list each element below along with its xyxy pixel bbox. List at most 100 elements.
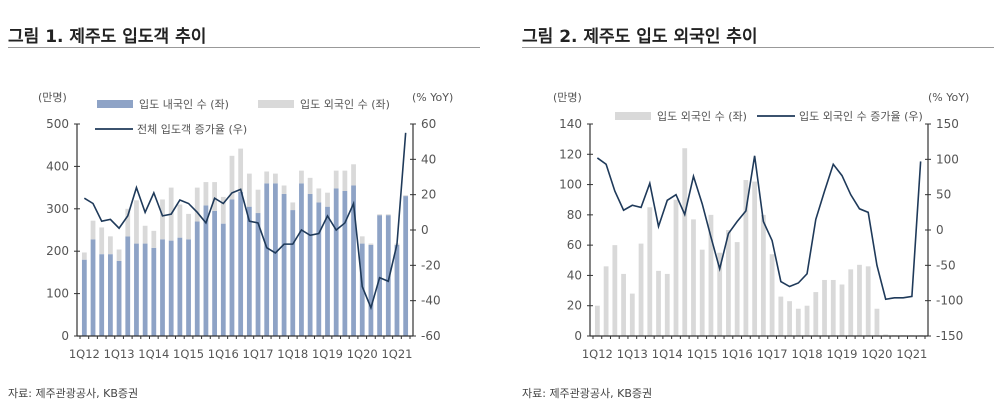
chart2-bar-foreign-3Q17 (787, 301, 792, 336)
chart2-bar-foreign-2Q17 (778, 296, 784, 336)
chart1-bar-domestic-3Q16 (238, 191, 244, 336)
chart1-bar-foreign-1Q14 (151, 230, 157, 248)
chart1-bar-domestic-1Q20 (359, 243, 365, 336)
chart2-x-tick-label: 1Q14 (652, 347, 683, 361)
chart1-bar-foreign-2Q20 (368, 243, 374, 245)
chart1-bar-foreign-2Q13 (125, 208, 131, 237)
chart1-bar-foreign-2Q21 (403, 195, 409, 197)
chart1-bar-foreign-4Q17 (281, 185, 287, 194)
chart1-bar-foreign-3Q12 (99, 227, 105, 255)
chart1-bar-foreign-3Q15 (203, 182, 209, 206)
chart1-bar-foreign-2Q14 (160, 199, 165, 240)
chart1-x-tick-label: 1Q20 (347, 347, 378, 361)
chart1-bar-domestic-1Q21 (394, 244, 400, 336)
chart1-bar-foreign-2Q16 (229, 155, 235, 200)
chart2-bar-foreign-2Q12 (603, 266, 609, 336)
chart1-bar-domestic-3Q17 (273, 183, 278, 336)
chart1-bar-domestic-4Q14 (177, 237, 183, 336)
chart2-right-tick-label: 100 (936, 152, 959, 166)
chart1-left-tick-label: 100 (46, 287, 69, 301)
chart1-divider (8, 47, 480, 48)
chart2-left-tick-label: 120 (559, 147, 582, 161)
chart1-bar-foreign-4Q18 (316, 188, 322, 203)
chart1-bar-domestic-1Q19 (325, 206, 330, 336)
chart2-right-unit: (% YoY) (928, 91, 969, 104)
chart1-bar-domestic-1Q15 (186, 239, 191, 336)
chart1-bar-foreign-4Q12 (108, 236, 113, 255)
chart2-bar-foreign-4Q16 (760, 214, 766, 336)
chart2-left-tick-label: 0 (574, 329, 582, 343)
chart1-bar-domestic-2Q13 (125, 236, 131, 336)
chart2-bar-foreign-2Q15 (708, 214, 714, 336)
chart1-bar-foreign-2Q12 (90, 220, 96, 240)
chart2-bar-foreign-4Q14 (691, 219, 696, 336)
chart2-x-tick-label: 1Q18 (792, 347, 823, 361)
chart1-bar-foreign-1Q12 (81, 252, 87, 260)
chart1-left-tick-label: 200 (46, 244, 69, 258)
chart2-right-tick-label: -100 (936, 294, 963, 308)
chart1-legend-swatch (97, 100, 133, 108)
chart2-bar-foreign-3Q12 (612, 245, 618, 336)
chart1-right-tick-label: -40 (421, 294, 441, 308)
chart2-bar-foreign-1Q18 (804, 305, 810, 336)
chart1-bar-foreign-2Q17 (264, 171, 270, 184)
chart1-x-tick-label: 1Q14 (138, 347, 169, 361)
chart1-bar-foreign-1Q17 (255, 189, 261, 214)
chart2-x-tick-label: 1Q21 (896, 347, 927, 361)
chart1-x-tick-label: 1Q18 (277, 347, 308, 361)
chart2-bar-foreign-1Q15 (699, 249, 705, 336)
chart1-bar-foreign-3Q16 (238, 148, 244, 192)
chart1-bar-foreign-3Q17 (273, 173, 278, 184)
chart1-bar-domestic-2Q15 (194, 221, 200, 336)
chart2-bar-foreign-2Q19 (848, 269, 854, 336)
chart2-bar-foreign-4Q15 (726, 230, 731, 336)
chart1-bar-domestic-2Q17 (264, 183, 270, 336)
chart2-bar-foreign-3Q16 (752, 181, 758, 336)
chart1-bar-domestic-4Q19 (351, 185, 356, 336)
chart2-left-tick-label: 60 (567, 238, 582, 252)
chart1-bar-domestic-1Q14 (151, 247, 157, 336)
chart1-bar-foreign-4Q13 (142, 225, 148, 244)
chart1-left-tick-label: 400 (46, 159, 69, 173)
chart1-x-tick-label: 1Q19 (312, 347, 343, 361)
chart2-left-tick-label: 100 (559, 178, 582, 192)
chart1-bar-foreign-4Q20 (385, 214, 391, 216)
chart2-right-tick-label: -50 (936, 258, 956, 272)
chart1-bar-domestic-1Q17 (255, 213, 261, 336)
chart1-bar-foreign-3Q20 (377, 214, 382, 216)
chart2-left-tick-label: 140 (559, 117, 582, 131)
chart1-right-tick-label: -60 (421, 329, 441, 343)
chart1-bar-foreign-2Q15 (194, 187, 200, 222)
chart1-bar-domestic-2Q12 (90, 239, 96, 336)
chart2-x-tick-label: 1Q20 (861, 347, 892, 361)
chart1-bar-domestic-4Q15 (212, 210, 217, 336)
chart1-x-tick-label: 1Q12 (69, 347, 100, 361)
chart2-source: 자료: 제주관광공사, KB증권 (522, 387, 653, 400)
chart2-bar-foreign-1Q12 (594, 305, 600, 336)
chart1-bar-domestic-1Q12 (81, 259, 87, 336)
chart2-x-tick-label: 1Q13 (617, 347, 648, 361)
chart1-bar-domestic-4Q13 (142, 243, 148, 336)
chart2-x-tick-label: 1Q17 (757, 347, 788, 361)
chart1-bar-domestic-4Q20 (385, 215, 391, 336)
chart2-bar-foreign-2Q18 (813, 292, 819, 336)
chart2-right-tick-label: 0 (936, 223, 944, 237)
chart1-bar-foreign-4Q15 (212, 182, 217, 211)
chart2-title: 그림 2. 제주도 입도 외국인 추이 (522, 27, 758, 47)
chart2-bar-foreign-1Q16 (734, 242, 740, 336)
chart2-bar-foreign-4Q19 (865, 266, 871, 336)
chart1-bar-domestic-2Q18 (299, 183, 304, 336)
chart1-x-tick-label: 1Q16 (208, 347, 239, 361)
chart2-bar-foreign-3Q15 (717, 252, 723, 336)
chart1-bar-foreign-1Q16 (220, 196, 226, 224)
chart1-title: 그림 1. 제주도 입도객 추이 (8, 27, 207, 47)
chart1-bar-foreign-1Q13 (116, 249, 122, 261)
chart1-bar-foreign-2Q19 (333, 170, 339, 189)
chart1-right-tick-label: 60 (421, 117, 436, 131)
chart1-bar-domestic-3Q18 (307, 193, 313, 336)
chart1-bar-domestic-3Q20 (377, 215, 382, 336)
chart2-left-tick-label: 80 (567, 208, 582, 222)
chart1-left-unit: (만명) (38, 91, 67, 104)
chart1-source: 자료: 제주관광공사, KB증권 (8, 387, 139, 400)
